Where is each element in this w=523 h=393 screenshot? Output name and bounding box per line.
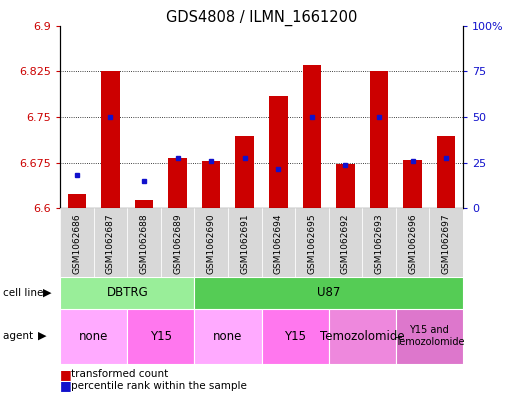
Bar (94, 208, 127, 277)
Text: U87: U87 (317, 286, 340, 299)
Bar (370, 71, 388, 208)
Text: GSM1062689: GSM1062689 (173, 214, 182, 274)
Bar (262, 208, 295, 277)
Bar (60, 277, 195, 309)
Bar (168, 158, 187, 208)
Text: Y15 and
Temozolomide: Y15 and Temozolomide (394, 325, 464, 347)
Text: GSM1062696: GSM1062696 (408, 214, 417, 274)
Bar (328, 208, 362, 277)
Text: GSM1062695: GSM1062695 (308, 214, 316, 274)
Text: Y15: Y15 (150, 329, 172, 343)
Text: cell line: cell line (3, 288, 46, 298)
Text: ▶: ▶ (43, 288, 51, 298)
Bar (269, 95, 288, 208)
Bar (67, 194, 86, 208)
Bar (336, 164, 355, 208)
Bar (202, 161, 220, 208)
Text: GSM1062688: GSM1062688 (140, 214, 149, 274)
Bar (127, 309, 195, 364)
Text: GSM1062692: GSM1062692 (341, 214, 350, 274)
Text: transformed count: transformed count (71, 369, 168, 379)
Text: ■: ■ (60, 379, 72, 393)
Text: GSM1062693: GSM1062693 (374, 214, 383, 274)
Text: none: none (213, 329, 243, 343)
Text: ▶: ▶ (38, 331, 46, 341)
Bar (60, 309, 127, 364)
Text: GDS4808 / ILMN_1661200: GDS4808 / ILMN_1661200 (166, 10, 357, 26)
Bar (396, 208, 429, 277)
Bar (235, 136, 254, 208)
Bar (101, 71, 120, 208)
Text: Y15: Y15 (284, 329, 306, 343)
Bar (362, 208, 396, 277)
Text: ■: ■ (60, 367, 72, 381)
Text: GSM1062697: GSM1062697 (441, 214, 451, 274)
Text: GSM1062691: GSM1062691 (240, 214, 249, 274)
Text: GSM1062687: GSM1062687 (106, 214, 115, 274)
Bar (135, 200, 153, 208)
Bar (195, 309, 262, 364)
Bar (396, 309, 463, 364)
Bar (60, 208, 94, 277)
Bar (429, 208, 463, 277)
Bar (161, 208, 195, 277)
Bar (303, 65, 321, 208)
Bar (262, 309, 328, 364)
Bar (328, 309, 396, 364)
Bar (127, 208, 161, 277)
Text: none: none (79, 329, 108, 343)
Bar (403, 160, 422, 208)
Bar (295, 208, 328, 277)
Bar (195, 277, 463, 309)
Text: DBTRG: DBTRG (106, 286, 148, 299)
Text: GSM1062686: GSM1062686 (72, 214, 82, 274)
Text: percentile rank within the sample: percentile rank within the sample (71, 381, 246, 391)
Text: GSM1062690: GSM1062690 (207, 214, 215, 274)
Bar (228, 208, 262, 277)
Text: agent: agent (3, 331, 36, 341)
Bar (195, 208, 228, 277)
Text: Temozolomide: Temozolomide (320, 329, 404, 343)
Text: GSM1062694: GSM1062694 (274, 214, 283, 274)
Bar (437, 136, 456, 208)
